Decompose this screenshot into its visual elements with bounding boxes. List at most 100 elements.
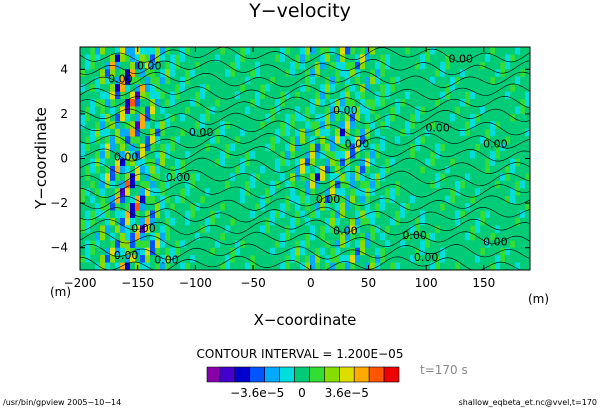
field-cell <box>515 210 521 219</box>
field-cell <box>505 121 511 130</box>
field-cell <box>315 225 321 234</box>
field-cell <box>450 61 456 70</box>
field-cell <box>220 188 226 196</box>
field-cell <box>460 240 466 248</box>
field-cell <box>255 121 261 130</box>
field-cell <box>310 180 316 189</box>
field-cell <box>470 151 476 159</box>
field-cell <box>120 151 126 159</box>
field-cell <box>490 217 496 226</box>
colorbar-swatch <box>309 366 325 383</box>
field-cell <box>475 247 481 256</box>
field-cell <box>520 240 526 248</box>
field-cell <box>245 143 251 152</box>
field-cell <box>375 165 381 174</box>
field-cell <box>175 217 181 226</box>
field-cell <box>270 225 276 234</box>
field-cell <box>335 54 341 63</box>
field-cell <box>200 61 206 70</box>
field-cell <box>120 165 126 174</box>
field-cell <box>300 240 306 248</box>
field-cell <box>110 203 116 211</box>
field-cell <box>245 165 251 174</box>
field-cell <box>480 173 486 182</box>
field-cell <box>350 195 356 204</box>
field-cell <box>475 195 481 204</box>
field-cell <box>420 113 426 122</box>
field-cell <box>455 84 461 92</box>
field-cell <box>460 232 466 241</box>
field-cell <box>515 91 521 100</box>
field-cell <box>355 61 361 70</box>
field-cell <box>465 143 471 152</box>
field-cell <box>260 240 266 248</box>
field-cell <box>195 195 201 204</box>
field-cell <box>375 61 381 70</box>
field-cell <box>450 173 456 182</box>
field-cell <box>115 262 121 270</box>
field-cell <box>330 188 336 196</box>
field-cell <box>435 61 441 70</box>
field-cell <box>210 84 216 92</box>
field-cell <box>290 255 296 263</box>
field-cell <box>220 106 226 115</box>
field-cell <box>460 113 466 122</box>
field-cell <box>235 255 241 263</box>
field-cell <box>170 188 176 196</box>
field-cell <box>165 128 171 137</box>
field-cell <box>230 47 236 55</box>
field-cell <box>410 76 416 85</box>
field-cell <box>370 61 376 70</box>
field-cell <box>450 203 456 211</box>
field-cell <box>195 232 201 241</box>
field-cell <box>285 54 291 63</box>
field-cell <box>285 151 291 159</box>
field-cell <box>525 210 530 219</box>
field-cell <box>180 232 186 241</box>
field-cell <box>210 158 216 167</box>
field-cell <box>215 173 221 182</box>
field-cell <box>485 61 491 70</box>
field-cell <box>390 91 396 100</box>
field-cell <box>310 106 316 115</box>
field-cell <box>510 158 516 167</box>
field-cell <box>300 136 306 144</box>
field-cell <box>195 247 201 256</box>
field-cell <box>290 69 296 78</box>
field-cell <box>450 47 456 55</box>
field-cell <box>270 255 276 263</box>
field-cell <box>395 255 401 263</box>
field-cell <box>340 247 346 256</box>
field-cell <box>365 113 371 122</box>
field-cell <box>260 136 266 144</box>
field-cell <box>175 121 181 130</box>
field-cell <box>490 210 496 219</box>
field-cell <box>170 61 176 70</box>
field-cell <box>510 195 516 204</box>
field-cell <box>285 91 291 100</box>
field-cell <box>500 173 506 182</box>
field-cell <box>405 113 411 122</box>
field-cell <box>215 210 221 219</box>
field-cell <box>180 217 186 226</box>
field-cell <box>345 106 351 115</box>
field-cell <box>335 203 341 211</box>
field-cell <box>510 47 516 55</box>
field-cell <box>225 247 231 256</box>
field-cell <box>460 69 466 78</box>
field-cell <box>385 99 391 107</box>
field-cell <box>235 240 241 248</box>
field-cell <box>415 151 421 159</box>
field-cell <box>390 158 396 167</box>
field-cell <box>485 240 491 248</box>
field-cell <box>180 210 186 219</box>
field-cell <box>195 173 201 182</box>
field-cell <box>215 247 221 256</box>
field-cell <box>435 143 441 152</box>
field-cell <box>250 113 256 122</box>
field-cell <box>205 121 211 130</box>
field-cell <box>425 69 431 78</box>
field-cell <box>340 121 346 130</box>
field-cell <box>185 113 191 122</box>
field-cell <box>525 255 530 263</box>
